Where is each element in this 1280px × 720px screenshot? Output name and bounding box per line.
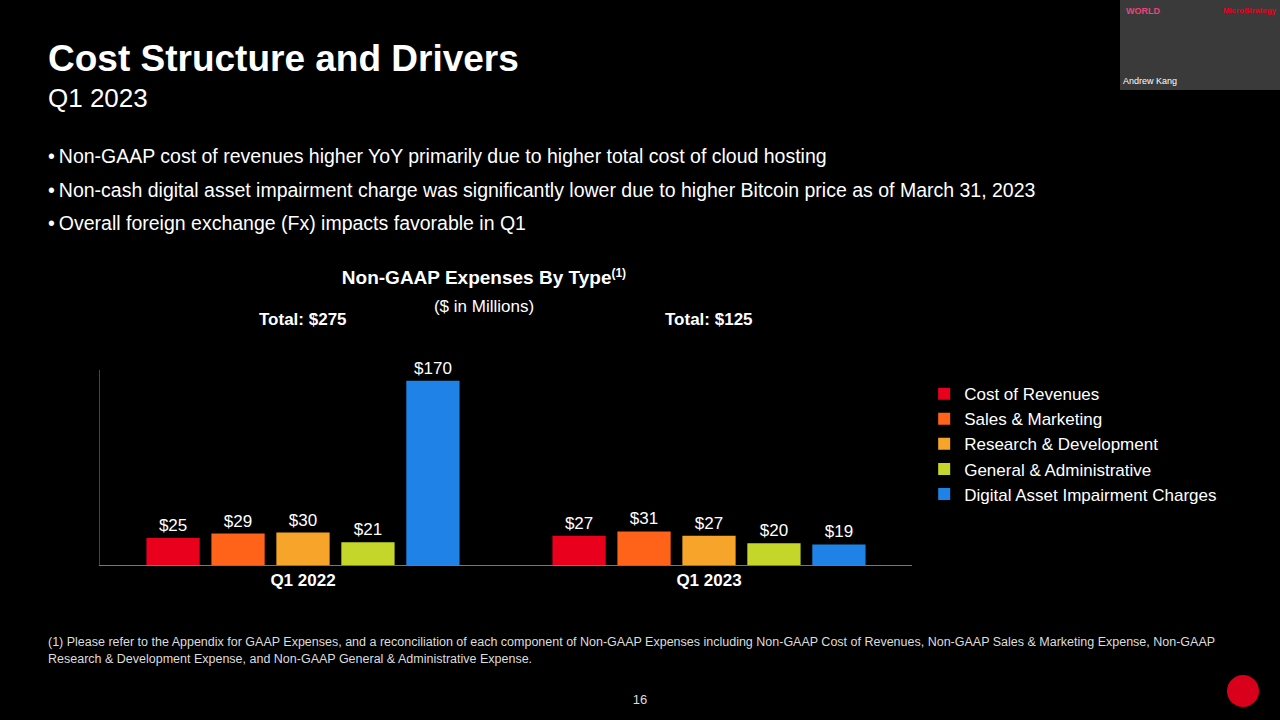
- svg-text:Total: $125: Total: $125: [665, 310, 753, 329]
- svg-text:$31: $31: [630, 509, 658, 528]
- svg-text:$27: $27: [695, 514, 723, 533]
- svg-text:Digital Asset Impairment Charg: Digital Asset Impairment Charges: [964, 486, 1216, 505]
- html-text:MicroStrategy: MicroStrategy: [1222, 6, 1276, 15]
- html-text:Q1 2023: Q1 2023: [48, 83, 148, 113]
- html-text:16: 16: [632, 692, 648, 707]
- html-text:Overall foreign exchange (Fx): Overall foreign exchange (Fx) impacts fa…: [58, 212, 526, 234]
- svg-text:$30: $30: [289, 511, 317, 530]
- svg-text:$20: $20: [760, 521, 788, 540]
- svg-text:Total: $275: Total: $275: [259, 310, 347, 329]
- svg-text:Q1 2022: Q1 2022: [270, 571, 335, 590]
- svg-text:Cost of Revenues: Cost of Revenues: [964, 385, 1099, 404]
- svg-text:Sales & Marketing: Sales & Marketing: [964, 410, 1102, 429]
- html-text:Non-GAAP cost of revenues high: Non-GAAP cost of revenues higher YoY pri…: [58, 145, 827, 167]
- html-text:Non-cash digital asset impairm: Non-cash digital asset impairment charge…: [58, 178, 1036, 201]
- html-text:Cost Structure and Drivers: Cost Structure and Drivers: [48, 38, 519, 79]
- svg-text:General & Administrative: General & Administrative: [964, 461, 1151, 480]
- svg-text:$27: $27: [565, 514, 593, 533]
- svg-text:Q1 2023: Q1 2023: [676, 571, 741, 590]
- svg-text:$29: $29: [224, 512, 252, 531]
- html-text:Andrew Kang: Andrew Kang: [1123, 76, 1177, 86]
- svg-text:$25: $25: [159, 516, 187, 535]
- svg-text:$19: $19: [825, 522, 853, 541]
- svg-text:$170: $170: [414, 359, 452, 378]
- svg-text:Research & Development: Research & Development: [964, 435, 1158, 454]
- html-text:(1) Please refer to the Append: (1) Please refer to the Appendix for GAA…: [48, 635, 1215, 666]
- html-text:Non-GAAP Expenses By Type(1): Non-GAAP Expenses By Type(1): [341, 266, 627, 289]
- svg-text:$21: $21: [354, 520, 382, 539]
- html-text:($ in Millions): ($ in Millions): [433, 297, 535, 316]
- html-text:WORLD: WORLD: [1126, 6, 1160, 16]
